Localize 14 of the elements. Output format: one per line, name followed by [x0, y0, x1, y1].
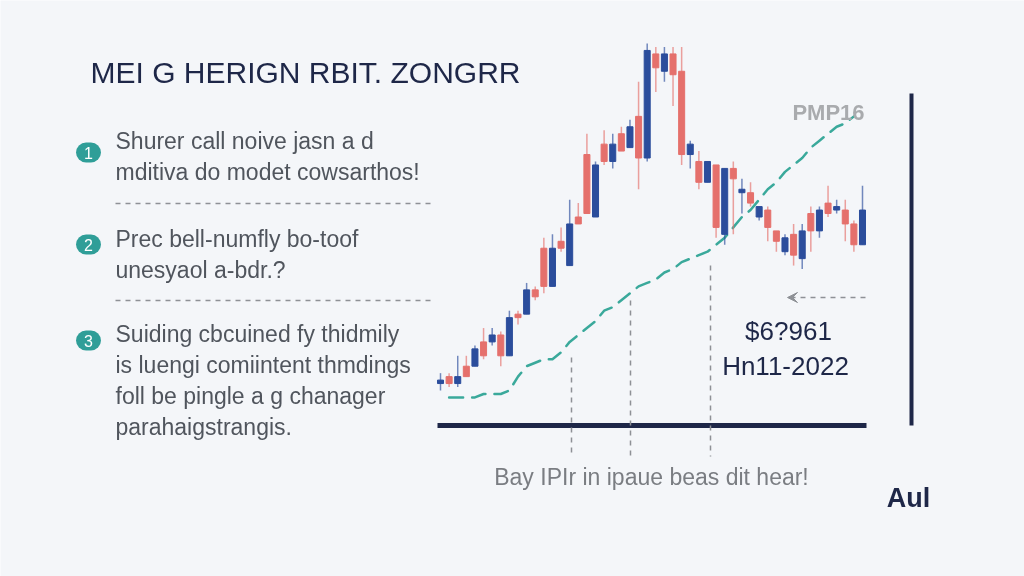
- candlestick: [514, 309, 522, 326]
- candlestick: [703, 160, 711, 184]
- text: Bay IPIr in ipaue beas dit hear!: [494, 463, 809, 490]
- annotation: $6?961: [745, 315, 832, 346]
- text: Shurer call noive jasn a d mditiva do modet cowsarthos!: [115, 127, 420, 185]
- text: Prec bell-numfly bo-toof unesyaol a-bdr.?: [115, 225, 359, 283]
- text: 1: [84, 144, 94, 162]
- text: Aul: [886, 482, 931, 513]
- chart-title: MEI G HERIGN RBIT. ZONGRR: [90, 56, 521, 89]
- text: 3: [84, 332, 94, 350]
- annotation: Hn11-2022: [722, 350, 849, 381]
- annotation: PMP16: [792, 100, 865, 125]
- text: Suiding cbcuined fy thidmily is luengi comiintent thmdings foll be pingle a g chanager parahaigstrangis.: [115, 320, 411, 440]
- text: 2: [84, 236, 94, 254]
